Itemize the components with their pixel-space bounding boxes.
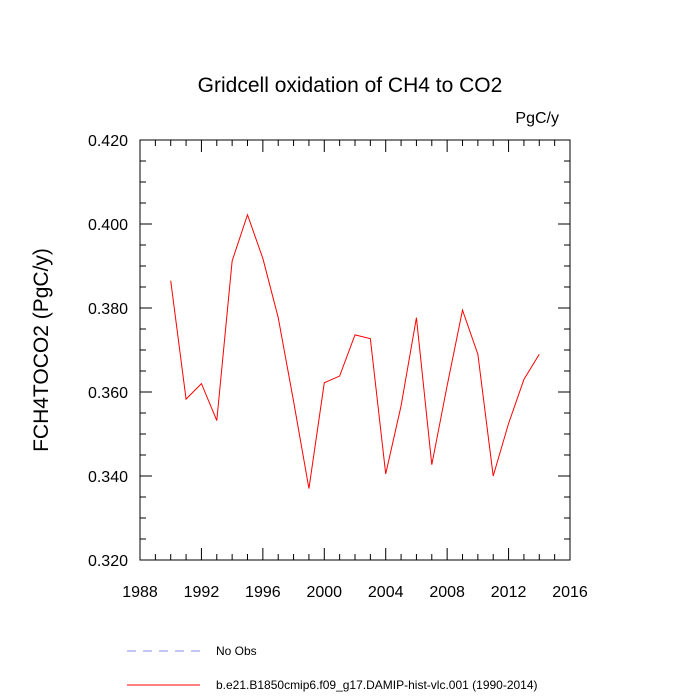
x-tick-label: 2008 [429, 584, 465, 601]
plot-frame [139, 139, 571, 561]
y-axis-label: FCH4TOCO2 (PgC/y) [30, 248, 53, 452]
x-tick-label: 2016 [552, 584, 588, 601]
y-tick-label: 0.340 [88, 469, 128, 486]
legend: No Obs b.e21.B1850cmip6.f09_g17.DAMIP-his… [127, 644, 538, 692]
series-line [170, 213, 540, 489]
x-tick-label: 1988 [122, 584, 158, 601]
series-layer [170, 213, 540, 489]
y-tick-label: 0.420 [88, 133, 128, 150]
legend-label: b.e21.B1850cmip6.f09_g17.DAMIP-hist-vlc.… [216, 678, 538, 692]
x-tick-label: 2000 [306, 584, 342, 601]
x-tick-labels: 1988 1992 1996 2000 2004 2008 2012 2016 [122, 584, 588, 601]
y-tick-labels: 0.320 0.340 0.360 0.380 0.400 0.420 [88, 133, 128, 570]
units-label: PgC/y [515, 110, 559, 127]
legend-label: No Obs [216, 644, 257, 658]
y-tick-label: 0.360 [88, 385, 128, 402]
y-tick-label: 0.380 [88, 301, 128, 318]
x-tick-label: 2012 [491, 584, 527, 601]
x-tick-label: 1992 [184, 584, 220, 601]
y-tick-label: 0.320 [88, 553, 128, 570]
x-tick-label: 2004 [368, 584, 404, 601]
chart-title: Gridcell oxidation of CH4 to CO2 [198, 74, 503, 97]
y-tick-label: 0.400 [88, 217, 128, 234]
axis-ticks [139, 139, 571, 561]
x-tick-label: 1996 [245, 584, 281, 601]
